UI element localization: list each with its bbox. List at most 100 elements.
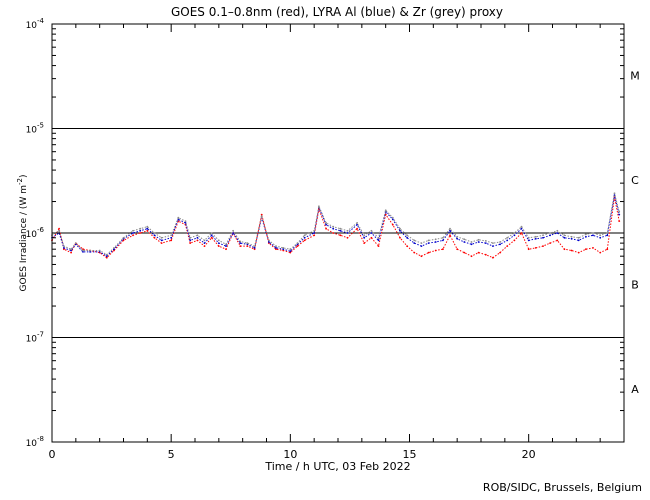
series-1-point-7 [98,251,101,253]
x-tick-label-0: 0 [49,448,56,461]
series-0-point-42 [356,227,358,230]
series-2-point-28 [253,245,256,248]
y-tick-label-3: 10-7 [26,331,44,345]
series-0-point-2 [63,248,65,251]
series-2-point-49 [406,234,408,237]
series-2-point-11 [132,229,134,232]
series-2-point-4 [74,242,77,245]
series-2-point-43 [363,234,366,237]
class-label-a: A [631,383,639,396]
series-2-point-68 [542,234,544,237]
series-2-point-47 [391,216,394,219]
series-2-point-14 [153,232,156,234]
series-2-point-40 [339,227,342,230]
series-0-point-45 [377,245,380,248]
series-2-point-63 [506,236,509,239]
x-tick-label-2: 10 [283,448,297,461]
series-1-point-35 [303,236,306,239]
series-1-point-47 [391,218,394,221]
series-1-point-39 [332,227,335,230]
series-1-point-44 [370,232,373,234]
series-1-point-53 [434,241,437,243]
y-tick-label-4: 10-8 [26,435,44,449]
series-1-point-79 [618,213,621,216]
series-0-point-36 [313,234,316,237]
series-2-point-79 [618,210,621,213]
series-0-point-10 [122,239,125,242]
series-1-point-69 [549,234,551,237]
series-0-point-3 [70,251,72,254]
series-0-point-26 [239,245,242,248]
series-2-point-41 [346,229,349,232]
series-2-point-26 [239,240,242,243]
series-0-point-12 [139,232,142,234]
series-1-point-33 [289,250,292,253]
series-0-point-70 [556,239,559,242]
series-2-point-1 [58,229,60,232]
series-2-point-70 [556,229,559,232]
series-1-point-55 [449,229,451,232]
series-1-point-40 [339,229,342,232]
series-1-point-16 [170,236,173,239]
series-1-point-77 [606,234,609,237]
series-0-point-40 [339,234,342,237]
series-1-point-60 [484,242,487,245]
series-1-point-19 [189,239,192,242]
series-1-point-30 [268,241,270,243]
series-0-point-63 [506,245,509,248]
series-0-point-33 [289,251,292,254]
series-1-point-20 [196,236,199,239]
series-0-point-53 [434,249,437,252]
series-2-point-34 [296,242,299,245]
series-1-point-76 [599,236,602,239]
series-2-point-64 [513,232,516,234]
class-label-c: C [631,174,639,187]
series-1-point-36 [313,232,316,234]
series-0-point-65 [520,232,523,234]
series-0-point-32 [282,249,285,252]
series-0-point-43 [363,242,366,245]
series-1-point-70 [556,232,559,234]
series-0-point-14 [153,236,156,239]
series-2-point-42 [356,222,358,224]
series-0-point-64 [513,239,516,242]
series-0-point-15 [160,242,163,245]
series-1-point-56 [456,237,459,240]
series-0-point-54 [442,248,444,251]
flare-class-labels: M C B A [630,70,640,396]
series-2-point-19 [189,236,192,239]
series-0-point-35 [303,239,306,242]
series-1-point-5 [82,251,84,253]
series-2-point-44 [370,229,373,232]
series-1-point-32 [282,248,285,251]
series-1-point-64 [513,234,516,237]
series-1-point-52 [427,242,430,245]
series-1-point-58 [470,243,473,246]
series-1-point-63 [506,239,509,242]
series-2-point-57 [463,238,466,241]
series-0-point-13 [146,229,149,232]
series-1-point-31 [275,247,277,249]
series-0-point-48 [399,236,401,239]
y-axis: 10-4 10-5 10-6 10-7 10-8 [26,17,624,449]
x-tick-label-4: 20 [522,448,536,461]
series-1-point-21 [203,242,206,245]
series-2-point-33 [289,248,292,251]
series-2-point-6 [89,249,91,252]
series-2-point-22 [210,232,213,234]
series-1-point-73 [577,239,580,242]
y-axis-label: GOES Irradiance / (W m-2) [16,175,29,292]
series-1-point-71 [563,236,566,239]
series-1-point-50 [413,242,416,245]
series-1-point-11 [132,232,134,234]
series-0-point-49 [406,245,408,248]
series-1-point-59 [477,241,480,243]
x-tick-label-1: 5 [168,448,175,461]
series-0-point-73 [577,251,580,254]
series-2-point-61 [492,242,494,245]
series-1-point-42 [356,223,358,226]
series-2-point-23 [217,239,220,242]
series-1-point-48 [399,229,401,232]
x-axis: 0 5 10 15 20 [49,24,625,461]
